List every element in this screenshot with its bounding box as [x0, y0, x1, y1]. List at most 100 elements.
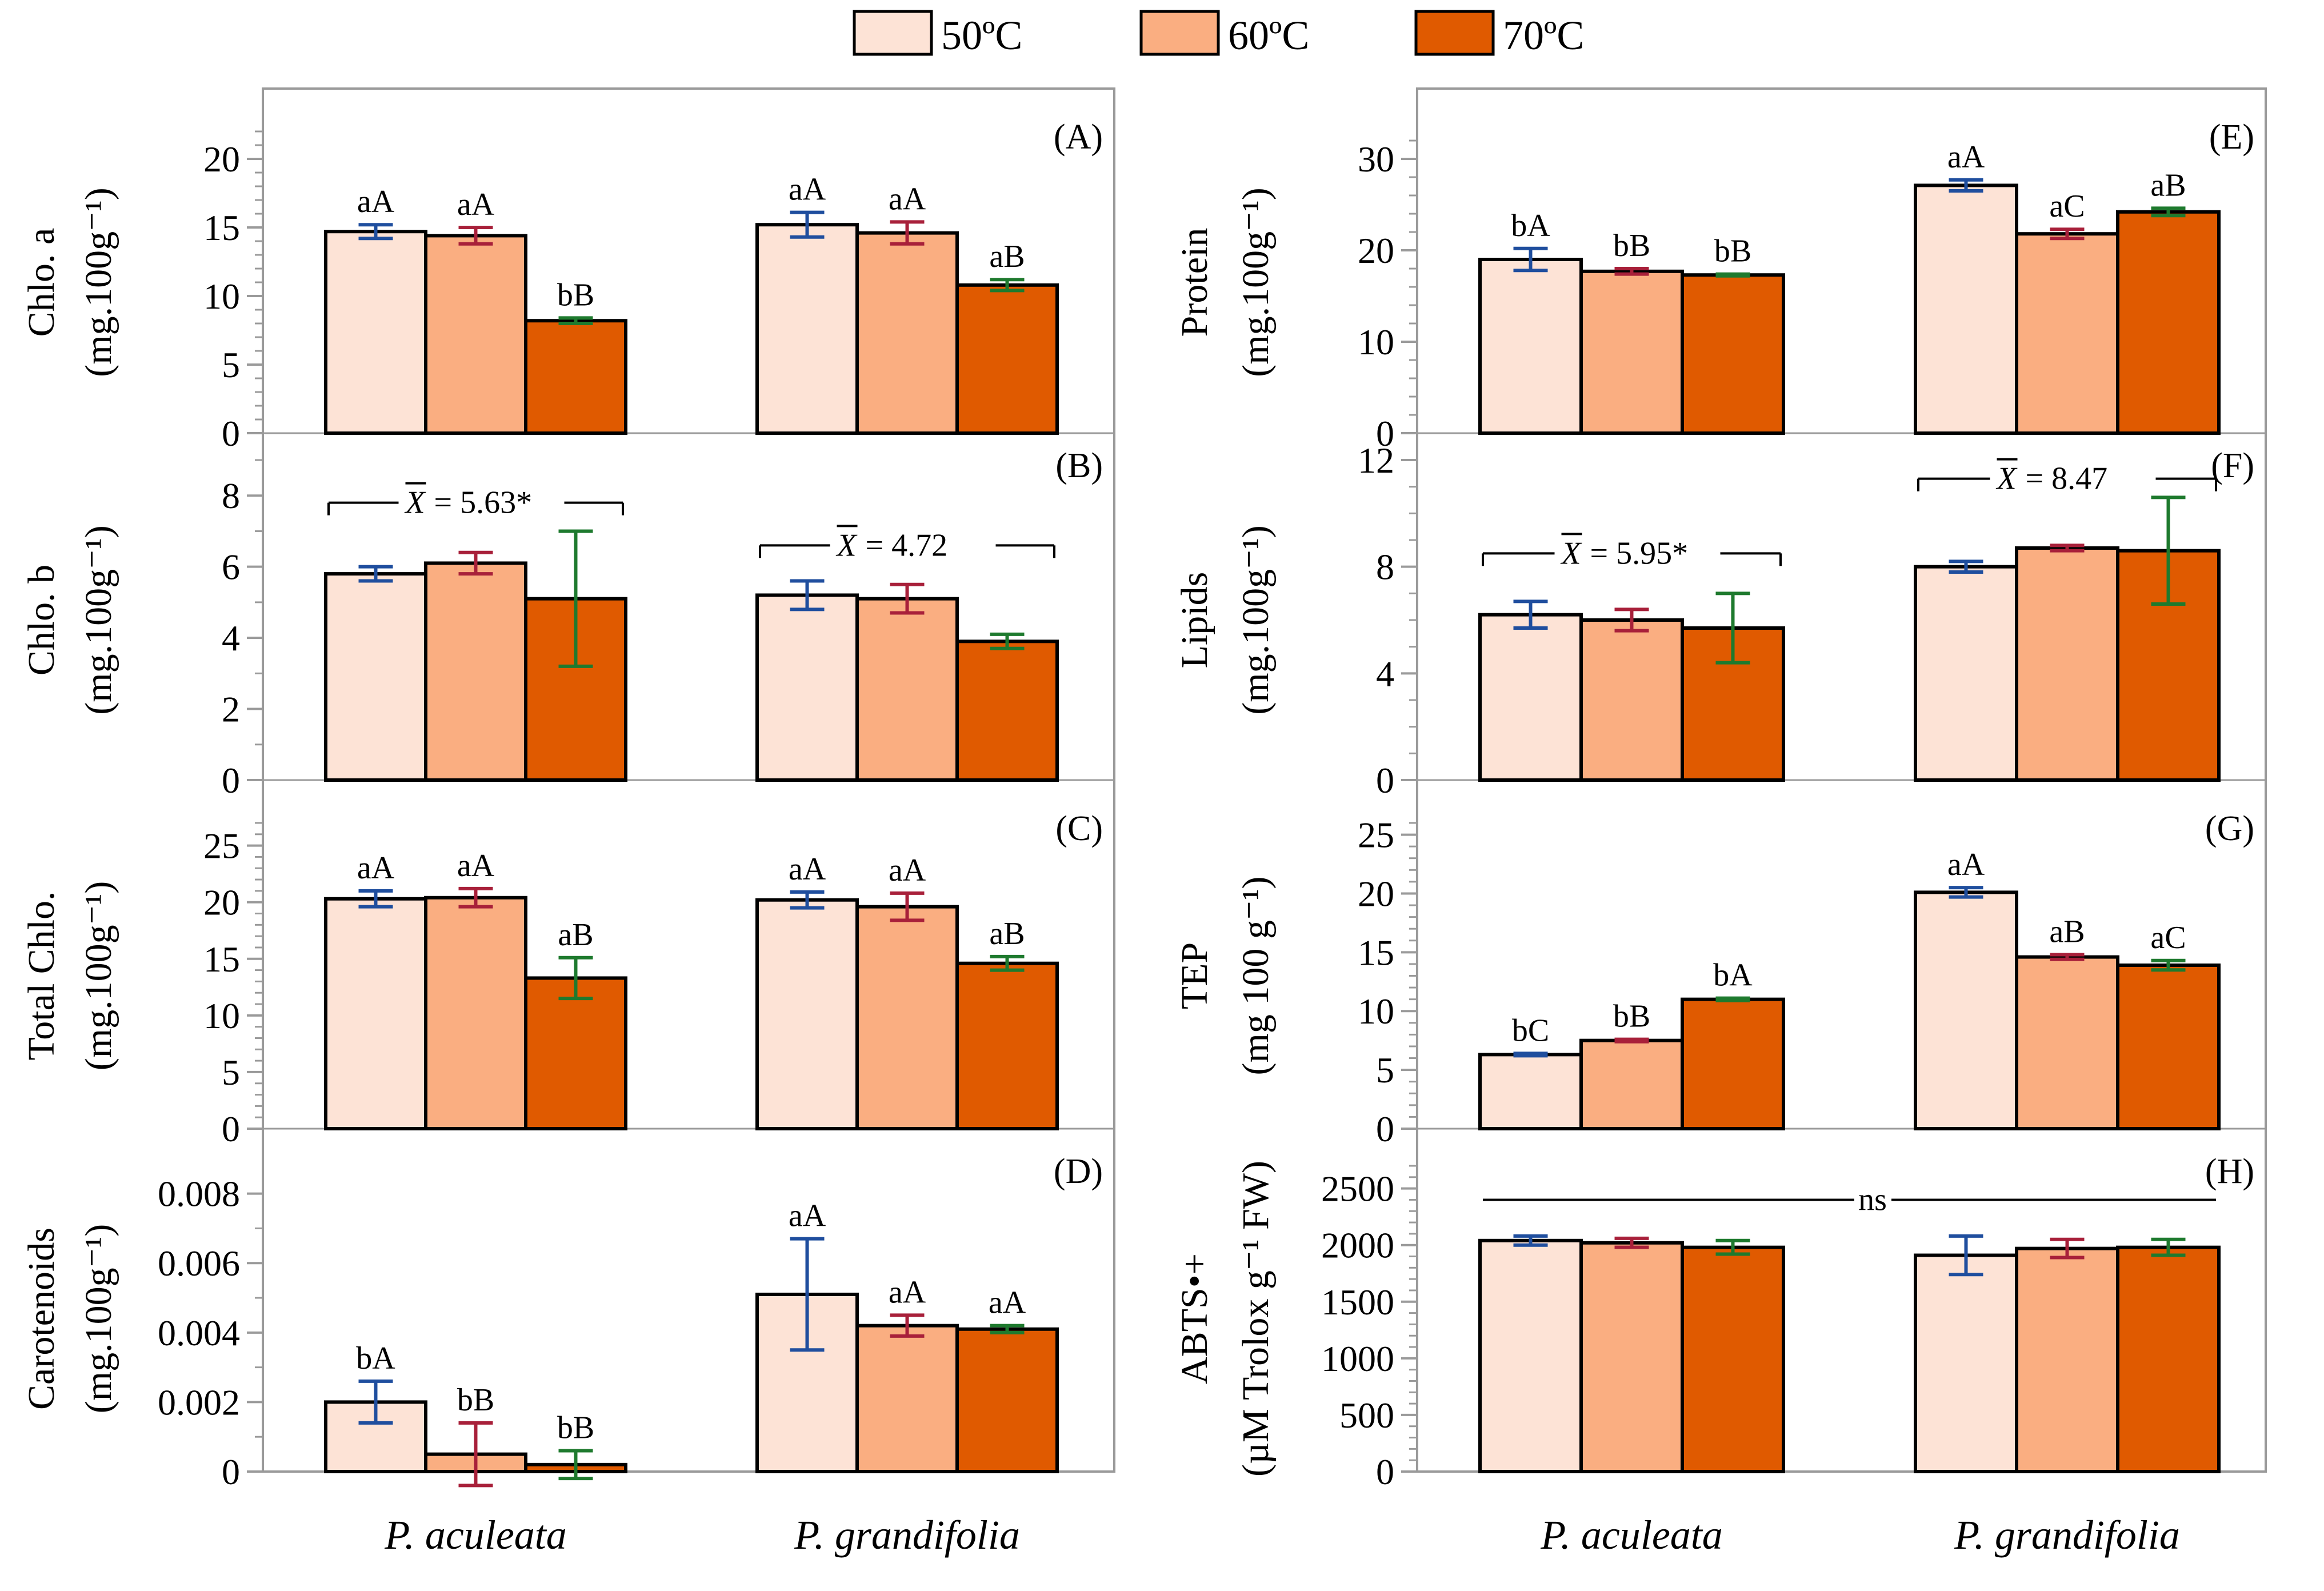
y-axis-unit: (mg.100g⁻¹)	[78, 187, 119, 377]
y-tick-label: 20	[203, 882, 240, 923]
bar	[1579, 1038, 1684, 1131]
y-tick-label: 5	[222, 1052, 240, 1093]
y-tick-label: 5	[222, 345, 240, 385]
bar	[2015, 232, 2119, 435]
significance-letter: bB	[457, 1382, 494, 1418]
bar	[955, 283, 1059, 435]
y-tick-label: 2	[222, 689, 240, 730]
y-tick-label: 10	[1358, 991, 1394, 1032]
legend-label-0: 50ºC	[941, 13, 1022, 58]
bar	[1579, 618, 1684, 782]
panel-E: 0 10 20 30 Protein (mg.100g⁻¹) (E) bA aA bB aC bB aB	[1174, 118, 2254, 454]
y-tick-label: 15	[203, 207, 240, 248]
bar	[855, 597, 959, 782]
legend-swatch-1	[1139, 10, 1220, 56]
y-tick-label: 6	[222, 547, 240, 587]
y-axis-title: Carotenoids	[21, 1228, 62, 1410]
panel-label: (A)	[1054, 118, 1103, 157]
bar	[424, 561, 527, 782]
y-tick-label: 0	[1376, 1109, 1394, 1149]
significance-letter: aA	[1947, 139, 1985, 175]
y-tick-label: 30	[1358, 139, 1394, 179]
y-tick-label: 8	[1376, 547, 1394, 587]
y-tick-label: 20	[1358, 230, 1394, 271]
significance-letter: aA	[889, 1274, 926, 1310]
group-mean-value: = 5.63*	[434, 485, 533, 521]
y-tick-label: 4	[1376, 653, 1394, 694]
bar	[1478, 258, 1583, 435]
bar	[755, 898, 859, 1130]
mean-symbol: X	[1996, 461, 2018, 497]
bar	[2015, 1246, 2119, 1474]
significance-letter: bB	[1714, 234, 1751, 269]
y-axis-title: Protein	[1174, 228, 1215, 337]
bar	[1914, 183, 2018, 435]
y-axis-title: Chlo. a	[21, 228, 62, 337]
y-axis-title: Chlo. b	[21, 565, 62, 675]
bar	[955, 1327, 1059, 1473]
significance-letter: aA	[789, 852, 826, 887]
significance-letter: bB	[1613, 999, 1650, 1034]
mean-symbol: X	[1561, 535, 1583, 571]
y-tick-label: 10	[203, 996, 240, 1036]
y-tick-label: 0	[222, 1452, 240, 1492]
bar	[324, 230, 427, 435]
y-tick-label: 0	[1376, 1452, 1394, 1492]
significance-letter: bA	[1713, 958, 1753, 993]
y-tick-label: 2000	[1321, 1225, 1394, 1266]
panel-label: (B)	[1055, 446, 1103, 485]
legend-swatch-2	[1414, 10, 1495, 56]
bar	[855, 905, 959, 1130]
significance-letter: aA	[457, 848, 495, 884]
y-axis-title: TEP	[1174, 942, 1215, 1009]
significance-letter: aA	[889, 853, 926, 888]
y-axis-unit: (mg.100g⁻¹)	[1235, 525, 1277, 714]
mean-symbol: X	[405, 485, 427, 521]
significance-letter: aA	[457, 187, 495, 222]
significance-letter: aA	[989, 1285, 1026, 1321]
significance-letter: aC	[2150, 920, 2186, 956]
significance-letter: bB	[1613, 228, 1650, 263]
bar	[1681, 1245, 1785, 1474]
bar	[755, 593, 859, 782]
significance-letter: bA	[1511, 208, 1550, 243]
significance-letter: aB	[558, 917, 593, 953]
y-axis-title: Lipids	[1174, 572, 1215, 669]
y-tick-label: 20	[203, 139, 240, 179]
category-label-left-1: P. grandifolia	[794, 1512, 1020, 1558]
bar	[1914, 565, 2018, 782]
y-tick-label: 0.008	[158, 1174, 240, 1214]
y-tick-label: 5	[1376, 1050, 1394, 1090]
y-tick-label: 15	[203, 939, 240, 980]
bar	[2116, 963, 2221, 1130]
group-mean-value: = 5.95*	[1590, 535, 1689, 571]
panel-label: (D)	[1054, 1152, 1103, 1191]
y-axis-unit: (mg 100 g⁻¹)	[1235, 877, 1277, 1076]
bar	[524, 319, 627, 435]
significance-letter: bC	[1512, 1013, 1549, 1048]
panel-C: 0 5 10 15 20 25 Total Chlo. (mg.100g⁻¹) (C) aA aA a…	[21, 809, 1103, 1149]
y-axis-unit: (µM Trolox g⁻¹ FW)	[1235, 1161, 1277, 1477]
significance-letter: aA	[357, 184, 395, 219]
y-tick-label: 1000	[1321, 1338, 1394, 1379]
significance-letter: bB	[557, 277, 594, 313]
significance-letter: bB	[557, 1410, 594, 1446]
panel-D: 0 0.002 0.004 0.006 0.008 Carotenoids (mg.100g…	[21, 1152, 1103, 1492]
y-tick-label: 0	[222, 413, 240, 454]
y-axis-unit: (mg.100g⁻¹)	[78, 525, 119, 714]
y-axis-title: Total Chlo.	[21, 891, 62, 1060]
significance-letter: aA	[789, 172, 826, 207]
y-tick-label: 8	[222, 475, 240, 516]
y-tick-label: 10	[1358, 322, 1394, 362]
significance-letter: aB	[2049, 914, 2085, 949]
bar	[955, 961, 1059, 1131]
y-tick-label: 0	[1376, 413, 1394, 454]
panel-label: (C)	[1055, 809, 1103, 848]
significance-letter: aA	[1947, 847, 1985, 882]
panel-label: (E)	[2209, 118, 2254, 157]
bar	[1478, 1053, 1583, 1130]
bar	[2015, 955, 2119, 1130]
